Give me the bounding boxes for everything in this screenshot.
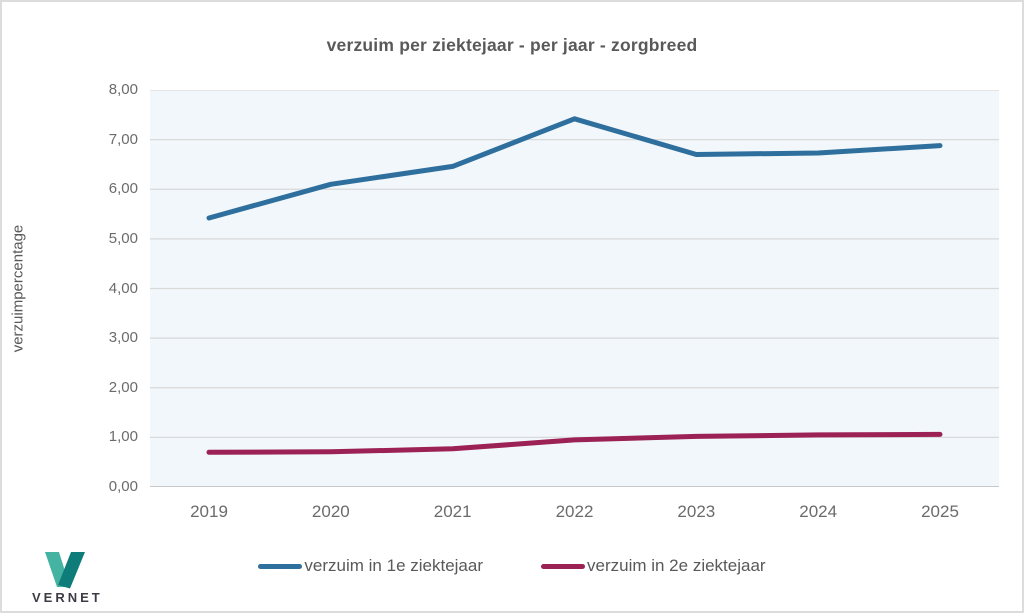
y-tick-label: 3,00	[108, 329, 138, 347]
x-tick-label: 2019	[190, 502, 228, 521]
y-tick-label: 5,00	[108, 229, 138, 247]
y-tick-label: 1,00	[108, 428, 138, 446]
chart-title: verzuim per ziektejaar - per jaar - zorg…	[326, 35, 698, 55]
x-tick-label: 2025	[921, 502, 959, 521]
y-tick-label: 4,00	[108, 279, 138, 297]
y-tick-label: 0,00	[108, 478, 138, 495]
y-axis-label: verzuimpercentage	[9, 224, 27, 353]
vernet-logo-icon	[45, 552, 85, 589]
y-tick-label: 2,00	[108, 378, 138, 396]
series-line-2	[206, 431, 943, 455]
y-tick-label: 7,00	[108, 130, 138, 148]
vernet-logo: VERNET	[29, 551, 101, 605]
legend-swatch	[258, 563, 303, 569]
chart-legend: verzuim in 1e ziektejaar verzuim in 2e zi…	[2, 556, 1022, 576]
x-tick-label: 2022	[555, 502, 594, 521]
legend-label: verzuim in 1e ziektejaar	[304, 556, 483, 575]
legend-swatch	[541, 563, 585, 569]
line-chart	[150, 90, 999, 487]
series-line-1	[206, 116, 943, 221]
x-tick-label: 2020	[311, 502, 350, 521]
vernet-logo-text: VERNET	[32, 590, 103, 605]
plot-area	[150, 90, 999, 487]
legend-item-2: verzuim in 2e ziektejaar	[541, 556, 766, 576]
legend-label: verzuim in 2e ziektejaar	[587, 556, 766, 575]
y-tick-label: 6,00	[108, 180, 138, 198]
x-tick-label: 2021	[433, 502, 472, 521]
legend-item-1: verzuim in 1e ziektejaar	[258, 556, 483, 576]
y-tick-label: 8,00	[108, 81, 138, 98]
x-tick-label: 2023	[677, 502, 716, 521]
x-tick-label: 2024	[799, 502, 838, 521]
